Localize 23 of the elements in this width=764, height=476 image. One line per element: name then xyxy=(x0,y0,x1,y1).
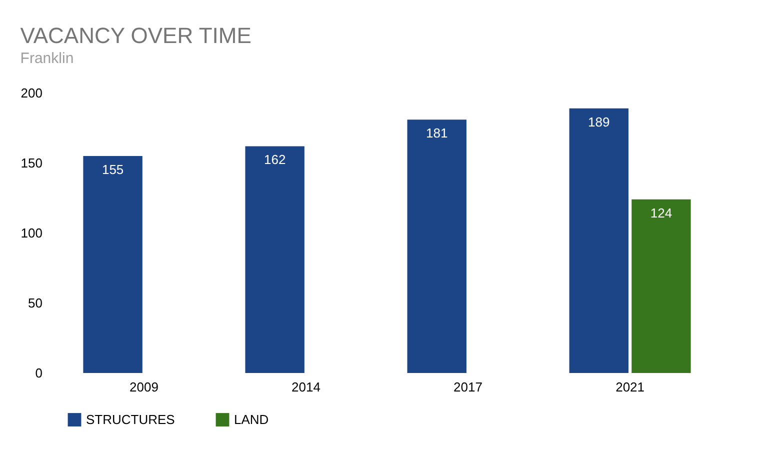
legend-label: LAND xyxy=(234,412,269,427)
y-tick-label: 200 xyxy=(20,86,42,100)
y-tick-label: 0 xyxy=(35,366,42,380)
legend-label: STRUCTURES xyxy=(86,412,176,427)
y-tick-label: 100 xyxy=(20,226,42,240)
data-label: 162 xyxy=(264,152,286,168)
bar xyxy=(407,120,466,373)
bar xyxy=(83,156,142,373)
data-label: 155 xyxy=(102,162,124,177)
y-tick-label: 50 xyxy=(28,296,42,310)
x-tick-label: 2014 xyxy=(292,380,320,394)
x-tick-label: 2017 xyxy=(454,380,482,394)
chart-title: VACANCY OVER TIME xyxy=(20,23,252,48)
y-tick-label: 150 xyxy=(20,156,42,170)
data-label: 181 xyxy=(426,126,448,141)
x-tick-label: 2021 xyxy=(616,380,644,394)
bar xyxy=(569,108,628,373)
chart-subtitle: Franklin xyxy=(20,50,74,67)
data-label: 189 xyxy=(588,114,610,130)
x-tick-label: 2009 xyxy=(130,380,158,394)
bar xyxy=(632,199,691,373)
bar xyxy=(245,146,304,373)
data-label: 124 xyxy=(650,205,672,220)
